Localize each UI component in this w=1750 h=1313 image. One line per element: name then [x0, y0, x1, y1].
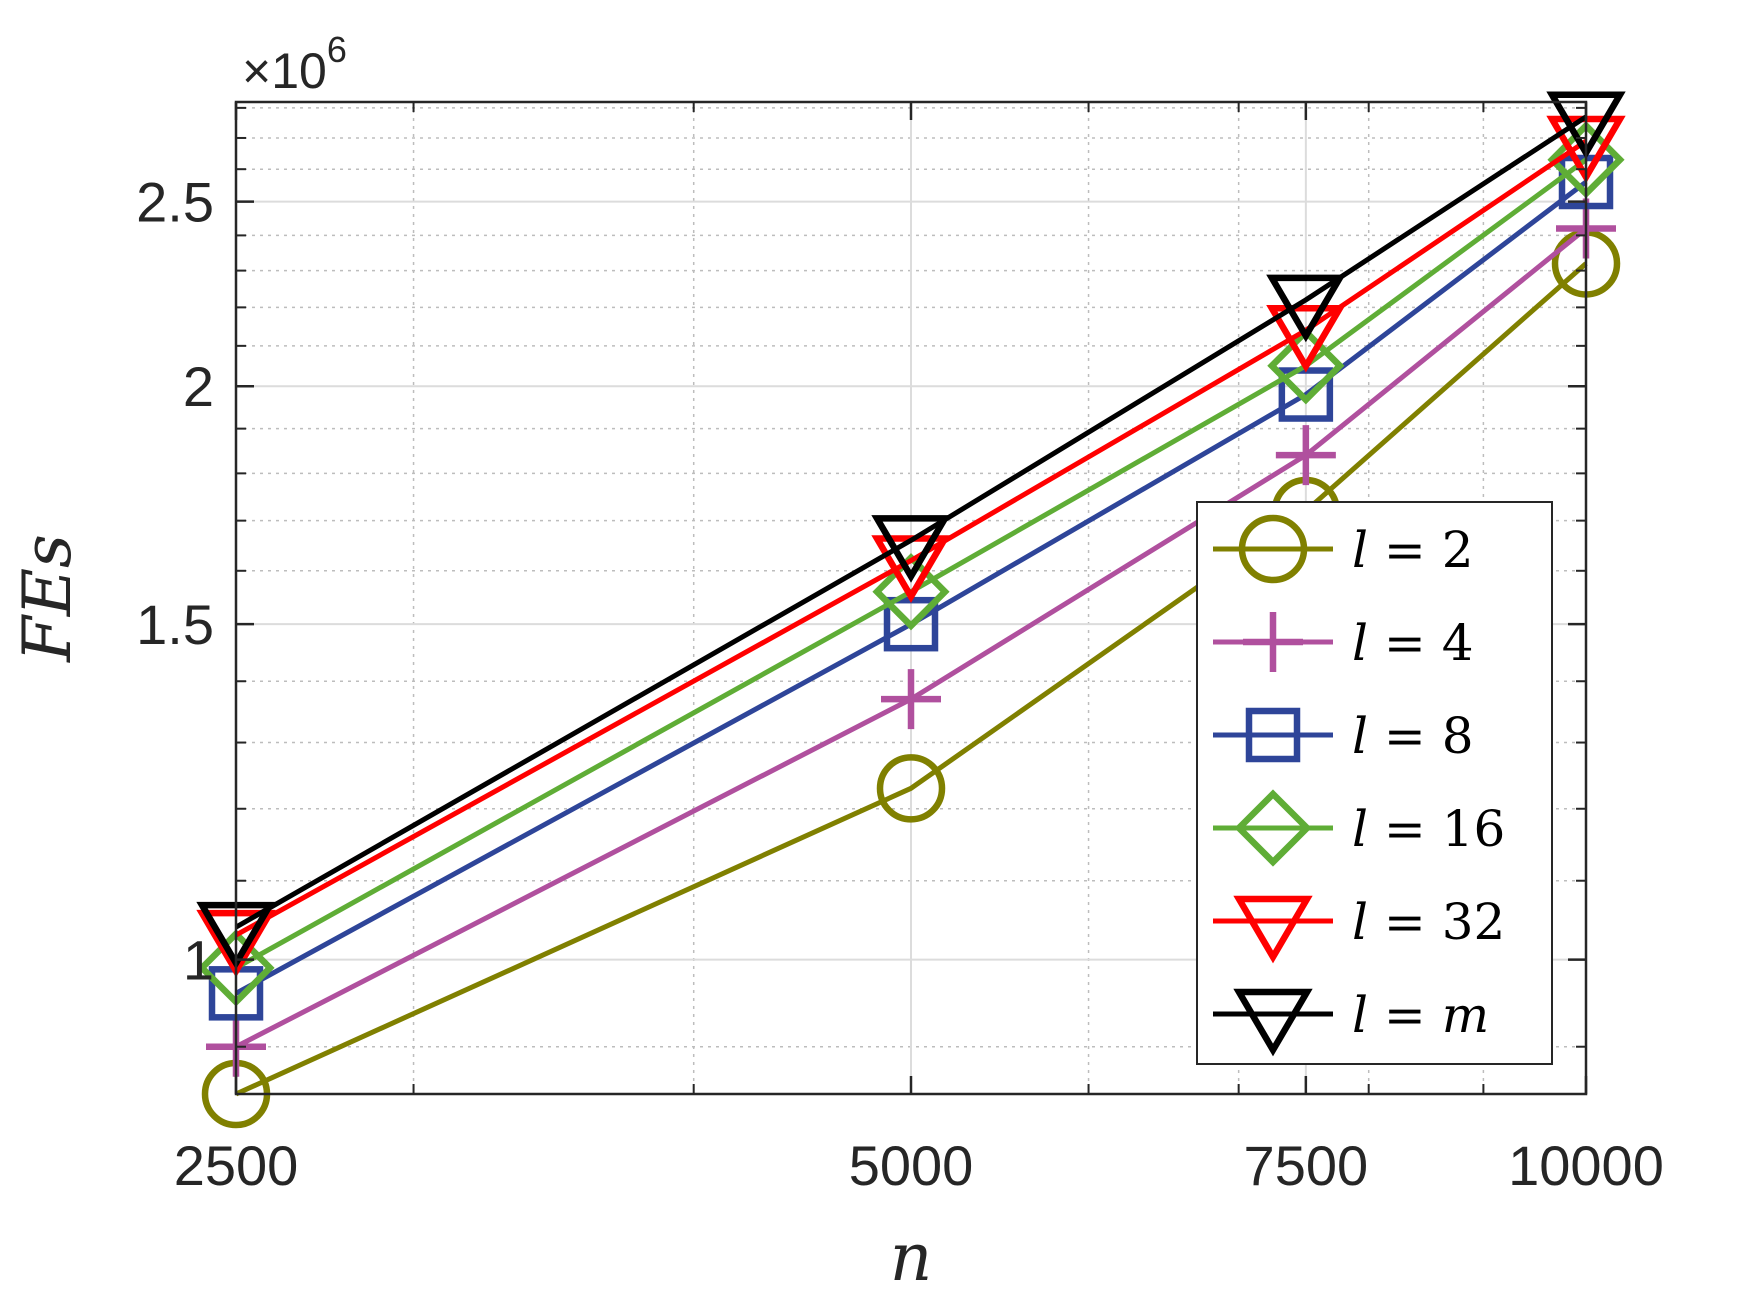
legend-label: l = 16 [1352, 800, 1505, 858]
y-tick-labels: 1 1.5 2 2.5 [136, 171, 214, 992]
legend-entry-3: l = 16 [1213, 789, 1505, 867]
legend-entry-2: l = 8 [1213, 707, 1474, 765]
legend-entry-1: l = 4 [1213, 612, 1474, 672]
series-line-3 [234, 157, 1588, 971]
legend-marker [1245, 707, 1301, 763]
legend-label: l = 8 [1352, 707, 1474, 765]
legend-label: l = m [1352, 986, 1489, 1044]
legend-label: l = 2 [1352, 521, 1474, 579]
series-4-point [1266, 304, 1346, 373]
x-tick-label: 7500 [1244, 1134, 1369, 1197]
y-tick-label: 2 [183, 355, 214, 418]
legend-entry-0: l = 2 [1213, 514, 1474, 584]
series-line-4 [234, 138, 1588, 938]
legend-label: l = 32 [1352, 893, 1505, 951]
x-tick-label: 5000 [849, 1134, 974, 1197]
y-multiplier-label: ×106 [242, 29, 347, 99]
series-line-1 [234, 226, 1588, 1049]
series-layer [196, 91, 1626, 1129]
legend-entry-4: l = 32 [1213, 893, 1505, 964]
series-1-point [1275, 425, 1336, 486]
legend-label: l = 4 [1352, 614, 1474, 672]
x-axis-title: n [890, 1219, 933, 1296]
series-5-point [1266, 274, 1346, 343]
y-axis-title: FEs [9, 534, 86, 663]
series-0-point [876, 754, 946, 823]
x-tick-label: 2500 [174, 1134, 299, 1197]
series-3-point [1267, 327, 1345, 405]
series-line-2 [234, 180, 1588, 996]
y-tick-label: 1 [183, 929, 214, 992]
legend-marker [1234, 789, 1312, 867]
series-5-point [1546, 91, 1626, 160]
legend-marker [1243, 612, 1303, 672]
legend: l = 2 l = 4 l = 8 l = 16 l = 32 l = m [1196, 501, 1553, 1065]
x-tick-label: 10000 [1508, 1134, 1664, 1197]
legend-entry-5: l = m [1213, 986, 1489, 1057]
series-line-0 [234, 261, 1588, 1097]
legend-box [1196, 501, 1553, 1065]
x-tick-labels: 2500 5000 7500 10000 [174, 1134, 1664, 1197]
series-line-5 [234, 114, 1588, 930]
y-tick-label: 1.5 [136, 593, 214, 656]
y-multiplier-exponent: 6 [327, 29, 347, 70]
y-tick-label: 2.5 [136, 171, 214, 234]
legend-marker [1233, 988, 1313, 1057]
legend-marker [1233, 895, 1313, 964]
series-3-point [872, 553, 950, 631]
legend-marker [1238, 514, 1308, 584]
series-1-point [881, 669, 941, 730]
series-5-point [871, 515, 951, 583]
axis-ticks [234, 102, 1588, 1094]
